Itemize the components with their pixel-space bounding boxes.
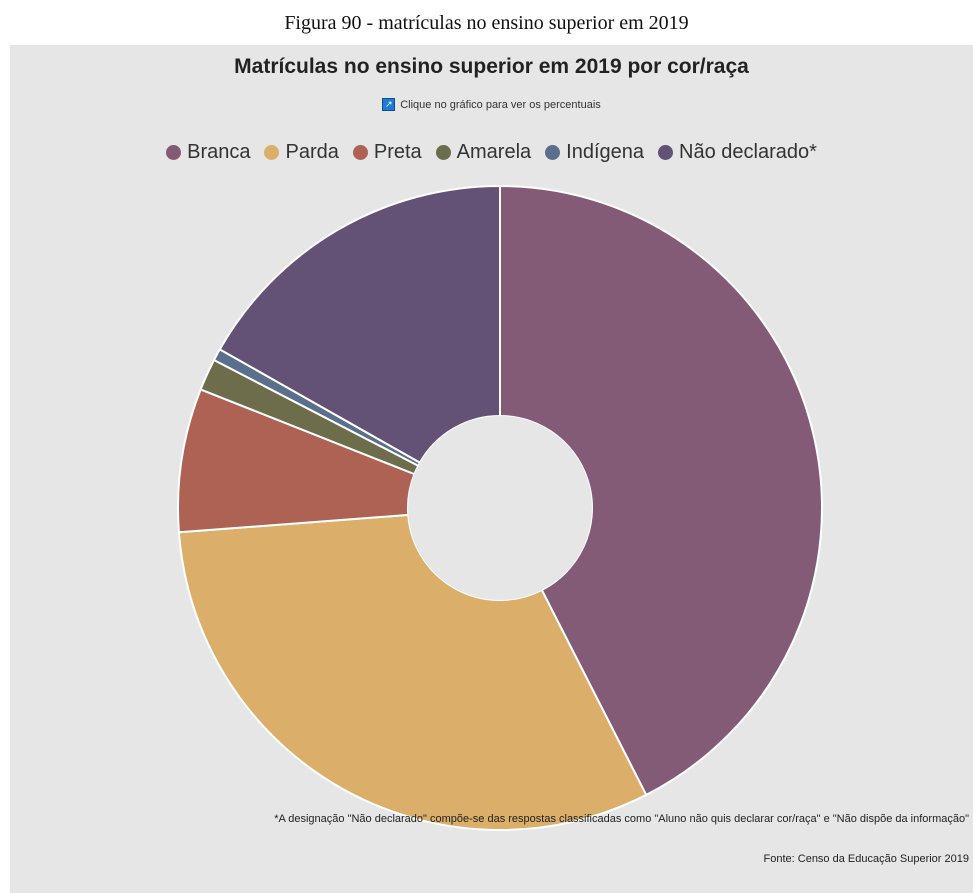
legend-item[interactable]: Preta [352, 141, 422, 164]
pie-slice[interactable] [218, 184, 501, 465]
legend-label: Preta [373, 141, 422, 163]
legend-swatch [264, 145, 280, 160]
chart-legend: Branca Parda Preta Amarela Indígena Não decla… [10, 141, 973, 164]
legend-label: Não declarado* [679, 141, 817, 163]
hint-text: Clique no gráfico para ver os percentuai… [400, 98, 601, 111]
legend-label: Parda [285, 141, 339, 163]
legend-label: Indígena [566, 141, 645, 163]
pie-slice[interactable] [177, 513, 648, 831]
legend-swatch [166, 145, 182, 160]
legend-label: Branca [187, 141, 251, 163]
legend-item[interactable]: Não declarado* [658, 141, 817, 164]
donut-hole [408, 416, 592, 600]
percent-hint: ↗ Clique no gráfico para ver os percentu… [10, 98, 973, 111]
legend-item[interactable]: Branca [166, 141, 250, 164]
source-note: Fonte: Censo da Educação Superior 2019 [763, 853, 969, 865]
legend-item[interactable]: Indígena [545, 141, 644, 164]
legend-item[interactable]: Amarela [435, 141, 532, 164]
legend-swatch [545, 145, 561, 160]
legend-item[interactable]: Parda [264, 141, 339, 164]
chart-panel: Matrículas no ensino superior em 2019 po… [10, 45, 973, 893]
legend-swatch [352, 145, 368, 160]
legend-swatch [435, 145, 451, 160]
legend-label: Amarela [456, 141, 532, 163]
legend-swatch [658, 145, 674, 160]
figure-caption: Figura 90 - matrículas no ensino superio… [284, 12, 689, 34]
footnote: *A designação "Não declarado" compõe-se … [274, 813, 969, 825]
chart-title: Matrículas no ensino superior em 2019 po… [234, 55, 749, 78]
pie-chart[interactable] [10, 45, 973, 893]
expand-icon: ↗ [382, 98, 396, 111]
